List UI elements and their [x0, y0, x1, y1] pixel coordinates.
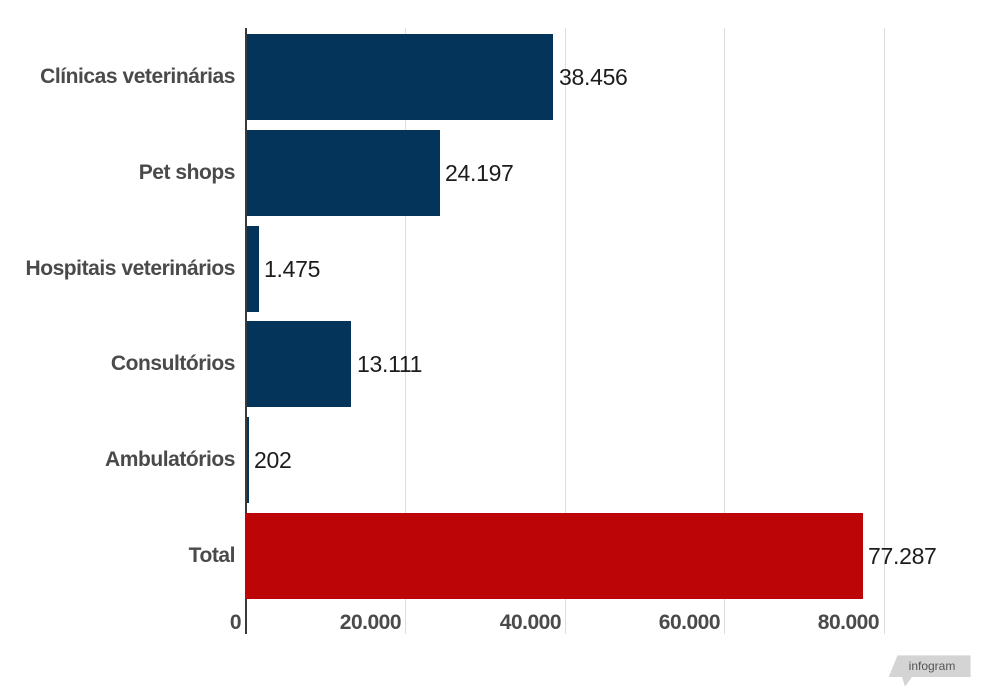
svg-text:infogram: infogram — [909, 659, 956, 673]
